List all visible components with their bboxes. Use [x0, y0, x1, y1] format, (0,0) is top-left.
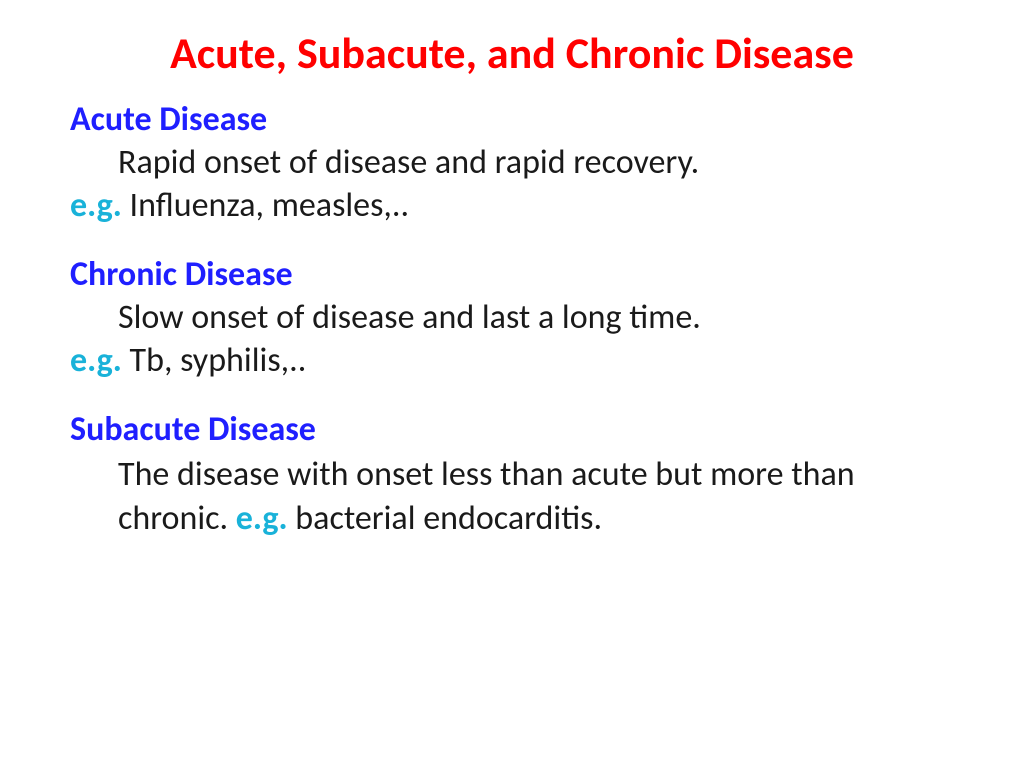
heading-subacute: Subacute Disease — [70, 408, 954, 452]
slide-title: Acute, Subacute, and Chronic Disease — [70, 26, 954, 80]
eg-text: Tb, syphilis,.. — [122, 340, 306, 381]
section-acute: Acute Disease Rapid onset of disease and… — [70, 98, 954, 227]
eg-label: e.g. — [236, 498, 288, 539]
section-subacute: Subacute Disease The disease with onset … — [70, 408, 954, 541]
eg-label: e.g. — [70, 185, 122, 226]
example-acute: e.g. Influenza, measles,.. — [70, 185, 954, 228]
description-chronic: Slow onset of disease and last a long ti… — [70, 297, 954, 340]
section-chronic: Chronic Disease Slow onset of disease an… — [70, 253, 954, 382]
description-subacute: The disease with onset less than acute b… — [70, 453, 954, 541]
heading-acute: Acute Disease — [70, 98, 954, 142]
desc-post: bacterial endocarditis. — [288, 498, 602, 539]
description-acute: Rapid onset of disease and rapid recover… — [70, 142, 954, 185]
eg-text: Influenza, measles,.. — [122, 185, 409, 226]
slide: Acute, Subacute, and Chronic Disease Acu… — [0, 0, 1024, 768]
heading-chronic: Chronic Disease — [70, 253, 954, 297]
eg-label: e.g. — [70, 340, 122, 381]
example-chronic: e.g. Tb, syphilis,.. — [70, 340, 954, 383]
